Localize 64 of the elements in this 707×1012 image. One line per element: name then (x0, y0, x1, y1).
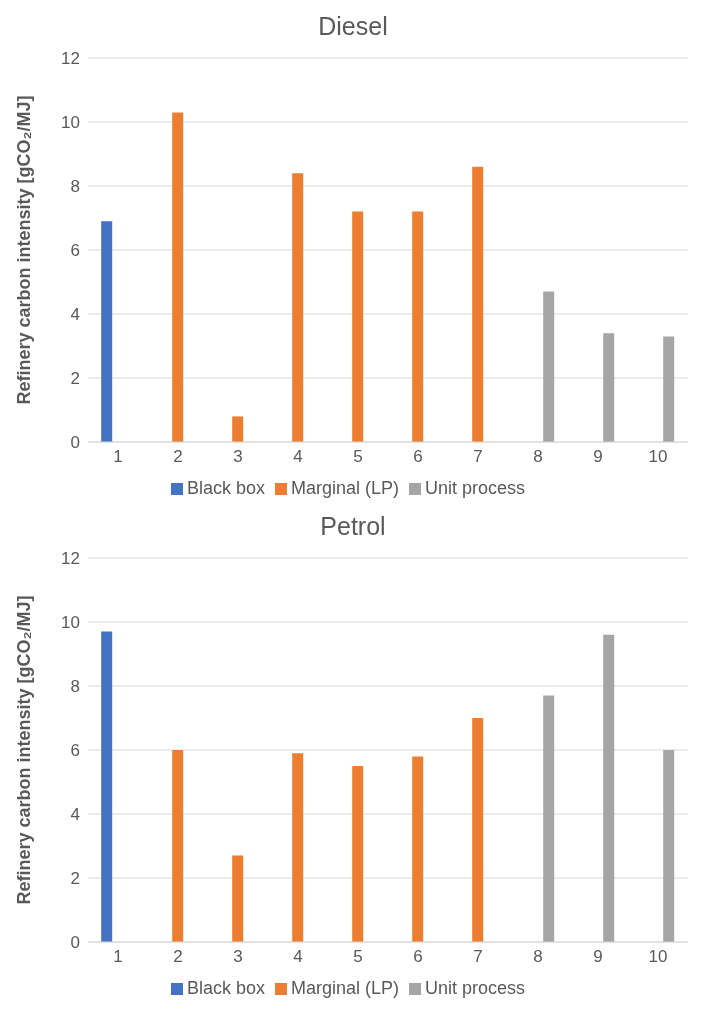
y-axis-title: Refinery carbon intensity [gCO₂/MJ] (14, 595, 34, 905)
legend-label: Marginal (LP) (290, 478, 400, 498)
y-tick-label: 2 (70, 369, 80, 389)
x-tick-label: 5 (353, 947, 363, 967)
bar (292, 173, 304, 442)
y-axis-title: Refinery carbon intensity [gCO₂/MJ] (14, 95, 34, 405)
y-tick-label: 10 (61, 113, 80, 133)
x-tick-label: 4 (293, 947, 303, 967)
x-tick-label: 7 (473, 447, 483, 467)
x-tick-label: 3 (233, 447, 243, 467)
chart-title: Diesel (317, 11, 389, 42)
y-tick-label: 10 (61, 613, 80, 633)
legend-label: Unit process (425, 478, 526, 498)
bar (172, 112, 184, 442)
y-tick-label: 4 (70, 805, 80, 825)
bar (352, 766, 364, 942)
x-tick-label: 3 (233, 947, 243, 967)
bar (603, 634, 615, 942)
x-tick-label: 10 (648, 447, 668, 467)
x-tick-label: 1 (113, 947, 123, 967)
bar (232, 855, 244, 942)
y-tick-label: 2 (70, 869, 80, 889)
bar (101, 631, 113, 942)
y-tick-label: 0 (70, 433, 80, 453)
chart-title: Petrol (319, 511, 387, 542)
legend-label: Black box (186, 978, 265, 998)
x-tick-label: 7 (473, 947, 483, 967)
bar (172, 750, 184, 942)
bar (472, 718, 484, 942)
y-tick-label: 12 (61, 549, 80, 569)
bar (472, 166, 484, 442)
y-tick-label: 4 (70, 305, 80, 325)
y-tick-label: 12 (61, 49, 80, 69)
bar (101, 221, 113, 442)
x-tick-label: 1 (113, 447, 123, 467)
bar (603, 333, 615, 442)
bar (663, 336, 675, 442)
y-tick-label: 8 (70, 677, 80, 697)
x-tick-label: 8 (533, 447, 543, 467)
x-tick-label: 2 (173, 947, 183, 967)
bar (543, 695, 555, 942)
x-tick-label: 6 (413, 947, 423, 967)
x-tick-label: 10 (648, 947, 668, 967)
bar (412, 211, 424, 442)
x-tick-label: 8 (533, 947, 543, 967)
bar (543, 291, 555, 442)
x-tick-label: 9 (593, 947, 603, 967)
legend-label: Black box (186, 478, 265, 498)
x-tick-label: 2 (173, 447, 183, 467)
y-tick-label: 8 (70, 177, 80, 197)
x-tick-label: 9 (593, 447, 603, 467)
y-tick-label: 0 (70, 933, 80, 953)
x-tick-label: 6 (413, 447, 423, 467)
y-tick-label: 6 (70, 241, 80, 261)
bar (232, 416, 244, 442)
bar (663, 750, 675, 942)
bar (412, 756, 424, 942)
x-tick-label: 4 (293, 447, 303, 467)
x-tick-label: 5 (353, 447, 363, 467)
y-tick-label: 6 (70, 741, 80, 761)
bar (292, 753, 304, 942)
legend-label: Marginal (LP) (290, 978, 400, 998)
bar (352, 211, 364, 442)
legend-label: Unit process (425, 978, 526, 998)
